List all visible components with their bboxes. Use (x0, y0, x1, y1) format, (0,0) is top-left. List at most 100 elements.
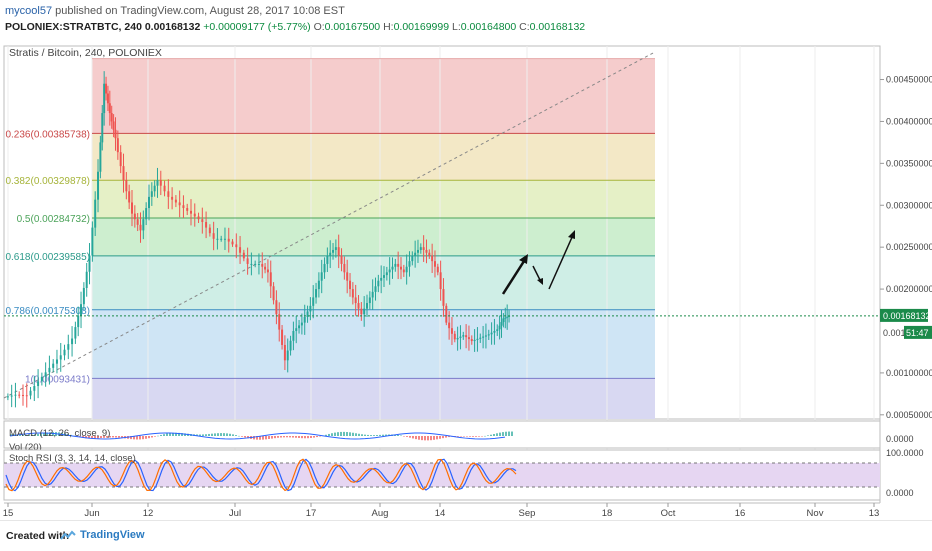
candle-body (156, 180, 159, 186)
candle-body (442, 289, 445, 306)
macd-bar (37, 433, 39, 436)
arrow-up-1[interactable] (501, 257, 528, 295)
candle-body (99, 142, 102, 172)
candle-body (422, 247, 425, 250)
candle-body (55, 359, 58, 364)
candle-body (269, 272, 272, 287)
macd-bar (22, 434, 24, 436)
macd-bar (487, 435, 489, 436)
macd-bar (154, 436, 156, 437)
macd-bar (172, 432, 174, 436)
macd-bar (274, 436, 276, 439)
time-axis[interactable]: 15 Jun 12 Jul 17 Aug 14 Sep 18 Oct 16 Nov 13 (3, 503, 880, 519)
macd-bar (343, 431, 345, 436)
candle-body (292, 330, 295, 341)
macd-bar (214, 433, 216, 436)
projection-arrows[interactable] (501, 230, 575, 295)
macd-bar (433, 436, 435, 440)
fib-level-label: 0.236(0.00385738) (5, 129, 90, 140)
macd-bar (253, 436, 255, 440)
candle-body (63, 349, 66, 356)
candle-body (167, 191, 170, 197)
price-tick-label: 0.00250000 (886, 242, 932, 252)
macd-bar (415, 436, 417, 440)
candle-body (125, 180, 128, 192)
fib-zone (92, 180, 655, 219)
candle-body (487, 334, 490, 336)
time-tick-label: 14 (435, 508, 446, 519)
price-tick-label: 0.00450000 (886, 75, 932, 85)
candle-body (106, 93, 109, 104)
candle-body (312, 297, 315, 306)
candle-body (402, 269, 405, 273)
macd-bar (163, 434, 165, 436)
macd-bar (430, 436, 432, 441)
published-text: published on TradingView.com, August 28,… (55, 5, 345, 17)
macd-bar (244, 436, 246, 438)
candle-body (317, 280, 320, 290)
candle-body (473, 339, 476, 342)
arrow-head-3 (568, 230, 575, 239)
macd-bar (481, 436, 483, 437)
candle-body (101, 113, 104, 143)
macd-bar (178, 432, 180, 436)
macd-bar (25, 434, 27, 436)
close-label: C: (519, 21, 530, 33)
macd-bar (103, 436, 105, 438)
macd-histogram (9, 431, 513, 441)
macd-bar (367, 434, 369, 436)
candle-body (326, 255, 329, 264)
candle-body (286, 350, 289, 361)
candle-body (91, 227, 94, 256)
tradingview-link[interactable]: TradingView (80, 529, 145, 541)
macd-bar (100, 436, 102, 439)
chart-svg[interactable]: 0.236(0.00385738) 0.382(0.00329878) 0.5(0.… (0, 38, 932, 520)
macd-bar (34, 434, 36, 436)
trend-line[interactable] (3, 51, 656, 399)
candle-body (448, 322, 451, 329)
candle-body (377, 280, 380, 287)
candle-body (502, 318, 505, 323)
candle-body (391, 266, 394, 270)
fib-zone (92, 218, 655, 256)
candle-body (484, 335, 487, 337)
candle-body (147, 196, 150, 209)
candle-body (139, 224, 142, 231)
stoch-series (5, 458, 517, 492)
open-value: 0.00167500 (324, 21, 381, 33)
candle-body (334, 247, 337, 250)
candle-body (470, 339, 473, 342)
macd-bar (28, 434, 30, 436)
current-price-text: 0.00168132 (883, 311, 931, 321)
price-axis[interactable]: 0.00450000 0.00400000 0.00350000 0.00300000… (880, 75, 932, 420)
candle-body (250, 263, 253, 265)
candle-body (445, 305, 448, 323)
arrow-up-2[interactable] (548, 234, 574, 290)
chart-area[interactable]: 0.236(0.00385738) 0.382(0.00329878) 0.5(0.… (0, 38, 932, 520)
candle-body (456, 337, 459, 340)
candle-body (37, 381, 40, 387)
time-tick-label: 12 (143, 508, 154, 519)
macd-bar (256, 436, 258, 440)
candle-body (21, 394, 24, 396)
fib-zone (92, 133, 655, 181)
candle-body (275, 300, 278, 315)
candle-body (428, 252, 431, 256)
macd-bar (91, 436, 93, 439)
candle-body (366, 303, 369, 309)
arrow-head-1 (519, 254, 528, 264)
author-link[interactable]: mycool57 (5, 5, 53, 17)
macd-bar (130, 436, 132, 440)
candle-body (171, 196, 174, 200)
macd-bar (319, 436, 321, 437)
candle-body (82, 287, 85, 305)
low-value: 0.00164800 (460, 21, 517, 33)
candle-body (142, 219, 145, 231)
macd-bar (139, 436, 141, 440)
candle-body (231, 241, 234, 245)
macd-bar (229, 433, 231, 436)
candle-body (6, 396, 9, 398)
candle-body (354, 297, 357, 304)
macd-bar (196, 434, 198, 436)
macd-bar (259, 436, 261, 440)
